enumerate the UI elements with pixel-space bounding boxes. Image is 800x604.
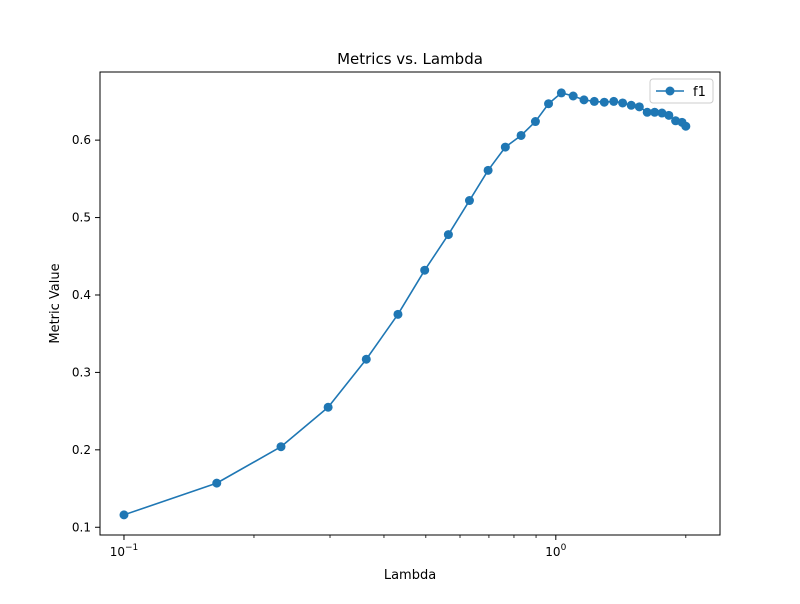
data-point-f1-14 <box>556 88 566 98</box>
data-point-f1-11 <box>516 130 526 140</box>
series-layer <box>119 88 691 520</box>
data-point-f1-3 <box>323 402 333 412</box>
data-point-f1-9 <box>483 165 493 175</box>
data-point-f1-5 <box>393 309 403 319</box>
x-tick-label-0: 10−1 <box>110 543 139 559</box>
plot-area-frame <box>99 71 721 536</box>
data-point-f1-2 <box>276 442 286 452</box>
data-point-f1-24 <box>650 107 660 117</box>
legend: f1 <box>649 78 714 104</box>
data-point-f1-16 <box>579 95 589 105</box>
y-tick-label-5: 0.6 <box>72 133 91 147</box>
y-axis-label: Metric Value <box>48 263 63 343</box>
y-tick-label-0: 0.1 <box>72 520 91 534</box>
data-point-f1-29 <box>681 121 691 131</box>
data-point-f1-6 <box>420 265 430 275</box>
data-point-f1-17 <box>589 96 599 106</box>
data-point-f1-13 <box>544 99 554 109</box>
data-point-f1-22 <box>634 102 644 112</box>
data-point-f1-20 <box>618 98 628 108</box>
data-point-f1-10 <box>500 142 510 152</box>
data-point-f1-25 <box>657 108 667 118</box>
legend-label-f1: f1 <box>693 85 706 100</box>
data-point-f1-1 <box>212 478 222 488</box>
data-point-f1-23 <box>642 107 652 117</box>
data-point-f1-18 <box>599 97 609 107</box>
y-tick-label-2: 0.3 <box>72 365 91 379</box>
y-tick-label-1: 0.2 <box>72 443 91 457</box>
data-point-f1-0 <box>119 510 129 520</box>
data-point-f1-21 <box>626 100 636 110</box>
data-point-f1-4 <box>361 354 371 364</box>
data-point-f1-19 <box>609 96 619 106</box>
data-point-f1-26 <box>664 110 674 120</box>
data-point-f1-15 <box>568 91 578 101</box>
x-axis-label: Lambda <box>384 568 436 583</box>
y-tick-label-3: 0.4 <box>72 288 91 302</box>
x-tick-label-1: 100 <box>545 543 566 559</box>
y-tick-label-4: 0.5 <box>72 211 91 225</box>
legend-marker-f1 <box>665 86 675 96</box>
y-axis-ticks: 0.1 0.2 0.3 0.4 0.5 0.6 <box>72 133 100 534</box>
data-point-f1-12 <box>530 117 540 127</box>
chart-title: Metrics vs. Lambda <box>337 50 483 68</box>
data-point-f1-7 <box>443 230 453 240</box>
data-point-f1-8 <box>464 196 474 206</box>
